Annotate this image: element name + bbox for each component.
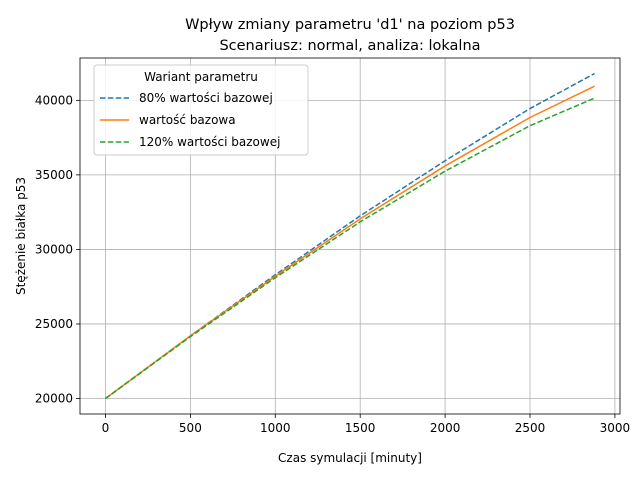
legend-label-2: wartość bazowa — [139, 113, 236, 127]
x-tick-label: 1000 — [260, 421, 291, 435]
legend-label-3: 120% wartości bazowej — [139, 135, 280, 149]
series-line-3 — [105, 97, 595, 400]
y-axis-label: Stężenie białka p53 — [14, 177, 28, 295]
legend-title: Wariant parametru — [144, 70, 258, 84]
x-axis-label: Czas symulacji [minuty] — [278, 451, 422, 465]
y-tick-label: 30000 — [35, 242, 73, 256]
y-tick-label: 35000 — [35, 168, 73, 182]
chart-subtitle: Scenariusz: normal, analiza: lokalna — [219, 38, 480, 54]
x-tick-label: 0 — [102, 421, 110, 435]
x-tick-label: 2500 — [515, 421, 546, 435]
legend-label-1: 80% wartości bazowej — [139, 91, 273, 105]
plot-frame — [79, 57, 621, 415]
x-axis: 0 500 1000 1500 2000 2500 3000 — [102, 414, 631, 435]
chart-title: Wpływ zmiany parametru 'd1' na poziom p5… — [185, 17, 515, 33]
legend-entries: 80% wartości bazowej wartość bazowa 120% w… — [100, 91, 280, 149]
y-axis: 20000 25000 30000 35000 40000 — [35, 93, 80, 405]
x-tick-label: 2000 — [430, 421, 461, 435]
x-tick-label: 1500 — [345, 421, 376, 435]
legend: Wariant parametru 80% wartości bazowej wa… — [93, 64, 309, 156]
x-tick-label: 500 — [179, 421, 202, 435]
y-tick-label: 40000 — [35, 93, 73, 107]
y-tick-label: 20000 — [35, 391, 73, 405]
y-tick-label: 25000 — [35, 317, 73, 331]
series-group — [105, 72, 595, 400]
x-tick-label: 3000 — [600, 421, 631, 435]
legend-box — [93, 64, 309, 156]
